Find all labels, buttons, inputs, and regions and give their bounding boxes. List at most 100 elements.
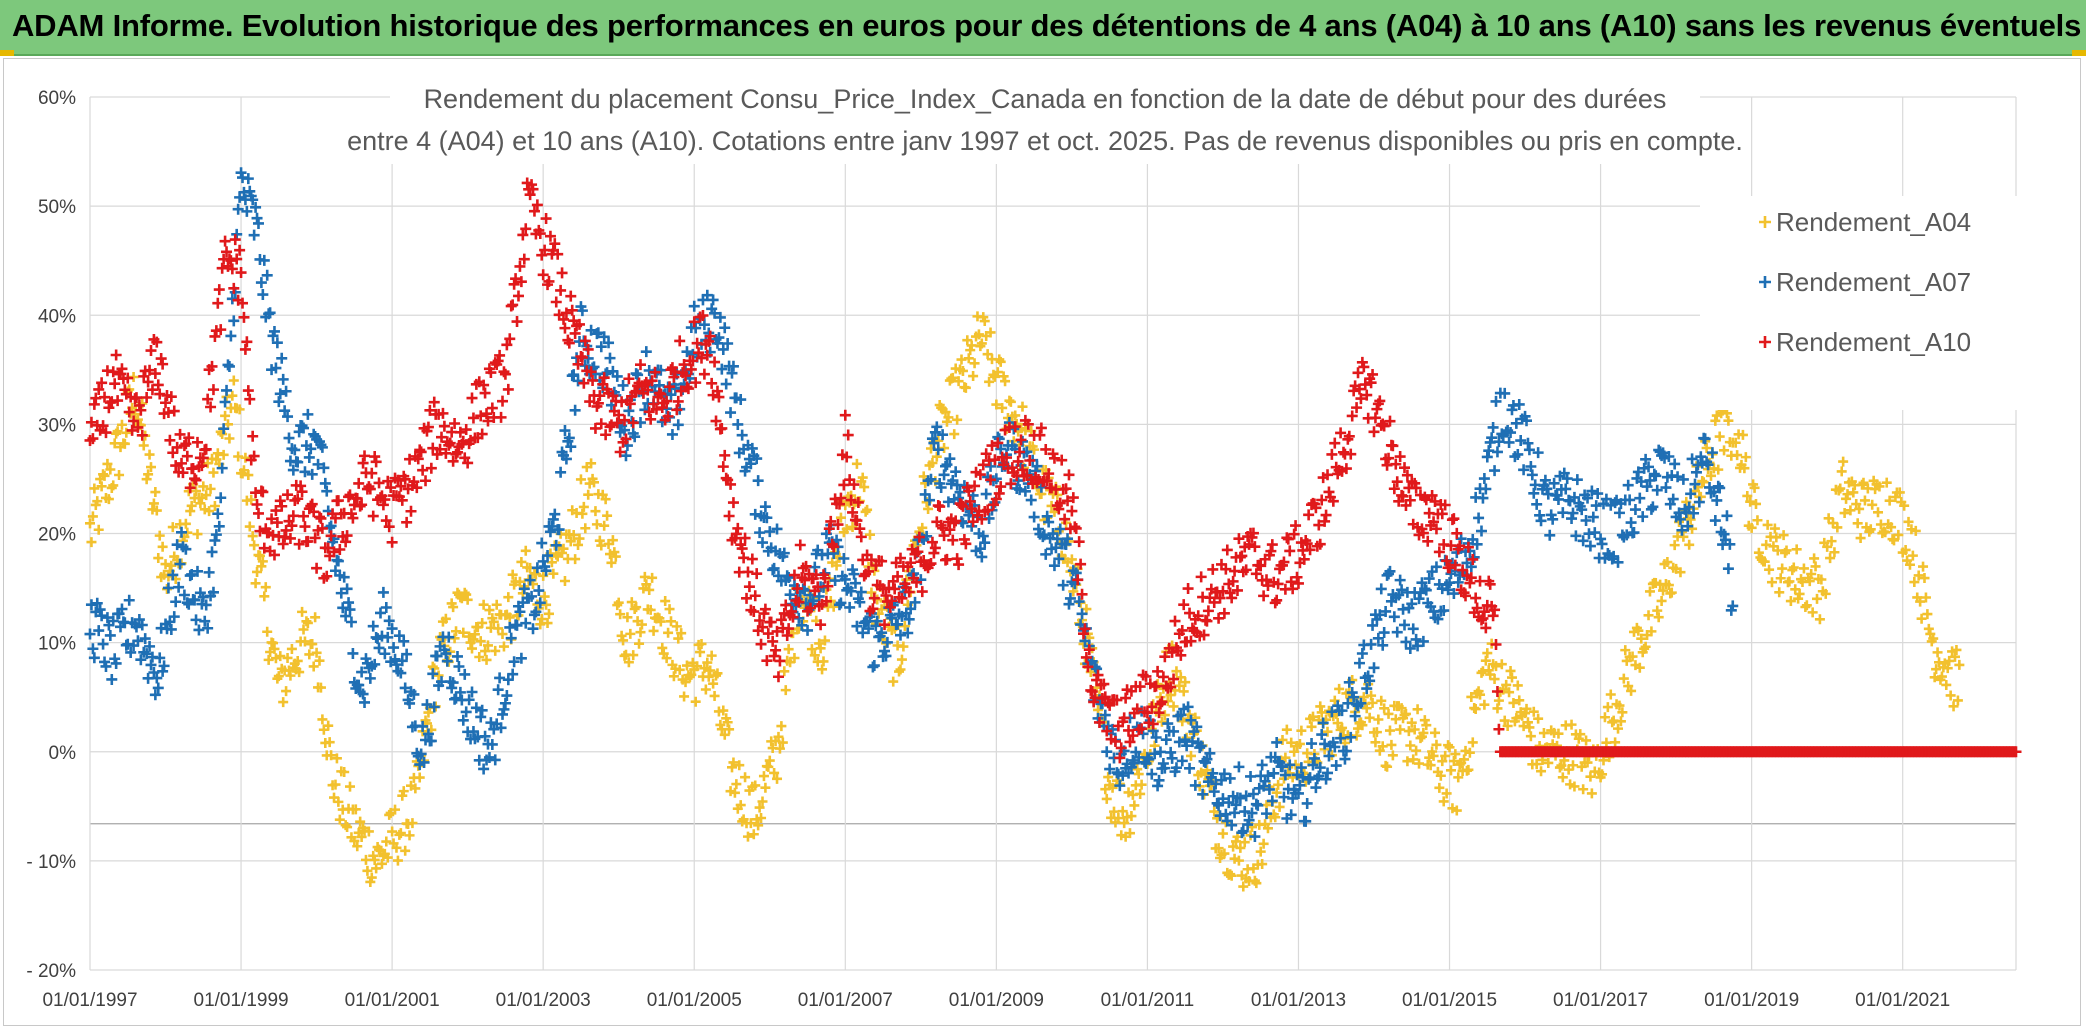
- data-point: [706, 650, 717, 661]
- data-point: [1374, 395, 1386, 407]
- data-point: [1001, 452, 1013, 464]
- data-point: [750, 780, 761, 791]
- data-point: [1439, 499, 1451, 511]
- data-point: [479, 387, 491, 399]
- data-point: [160, 559, 171, 570]
- data-point: [723, 510, 735, 522]
- data-point: [234, 244, 246, 256]
- data-point: [234, 404, 245, 415]
- data-point: [566, 304, 578, 316]
- data-point: [201, 490, 212, 501]
- data-point: [107, 366, 119, 378]
- data-point: [93, 524, 104, 535]
- data-point: [600, 494, 611, 505]
- data-point: [1501, 679, 1512, 690]
- data-point: [611, 370, 623, 382]
- data-point: [495, 411, 507, 423]
- data-point: [680, 677, 691, 688]
- data-point: [244, 521, 255, 532]
- data-point: [909, 596, 921, 608]
- data-point: [349, 835, 360, 846]
- data-point: [1329, 437, 1341, 449]
- data-point: [130, 409, 141, 420]
- data-point: [1470, 704, 1481, 715]
- data-point: [390, 659, 402, 671]
- data-point: [611, 417, 623, 429]
- data-point: [1421, 720, 1432, 731]
- data-point: [1369, 412, 1381, 424]
- data-point: [119, 438, 130, 449]
- data-point: [636, 619, 647, 630]
- data-point: [1287, 583, 1299, 595]
- data-point: [848, 568, 860, 580]
- data-point: [1291, 769, 1303, 781]
- data-point: [489, 754, 501, 766]
- data-point: [1848, 487, 1859, 498]
- data-point: [1951, 644, 1962, 655]
- data-point: [1396, 703, 1407, 714]
- data-point: [204, 506, 215, 517]
- data-point: [1076, 608, 1088, 620]
- data-point: [271, 517, 283, 529]
- data-point: [196, 460, 208, 472]
- data-point: [495, 722, 507, 734]
- data-point: [717, 461, 729, 473]
- data-point: [1775, 573, 1786, 584]
- data-point: [475, 410, 487, 422]
- data-point: [1433, 546, 1445, 558]
- data-point: [928, 547, 940, 559]
- x-tick-label: 01/01/1997: [42, 990, 137, 1011]
- data-point: [1313, 770, 1325, 782]
- data-point: [755, 638, 767, 650]
- data-point: [809, 650, 820, 661]
- data-point: [1075, 558, 1087, 570]
- data-point: [1640, 641, 1651, 652]
- data-point: [1397, 490, 1409, 502]
- data-point: [1291, 571, 1303, 583]
- data-point: [1453, 772, 1464, 783]
- data-point: [252, 507, 264, 519]
- data-point: [447, 455, 459, 467]
- data-point: [841, 524, 852, 535]
- data-point: [301, 616, 312, 627]
- data-point: [444, 437, 456, 449]
- data-point: [319, 477, 331, 489]
- data-point: [1257, 859, 1268, 870]
- data-point: [1115, 742, 1127, 754]
- data-point: [595, 341, 607, 353]
- data-point: [475, 711, 487, 723]
- data-point: [896, 592, 908, 604]
- data-point: [316, 522, 328, 534]
- data-point: [1259, 775, 1271, 787]
- data-point: [213, 520, 225, 532]
- data-point: [440, 648, 452, 660]
- data-point: [962, 335, 973, 346]
- data-point: [504, 621, 516, 633]
- data-point: [1086, 686, 1098, 698]
- data-point: [1490, 638, 1502, 650]
- data-point: [1570, 530, 1582, 542]
- data-point: [815, 619, 827, 631]
- data-point: [353, 477, 365, 489]
- data-point: [1173, 736, 1185, 748]
- data-point: [414, 772, 425, 783]
- data-point: [508, 278, 520, 290]
- data-point: [791, 583, 803, 595]
- data-point: [1292, 577, 1304, 589]
- data-point: [208, 467, 219, 478]
- data-point: [380, 601, 392, 613]
- data-point: [1132, 764, 1143, 775]
- data-point: [977, 459, 989, 471]
- data-point: [212, 508, 224, 520]
- data-point: [1141, 707, 1153, 719]
- data-point: [539, 591, 550, 602]
- data-point: [825, 515, 837, 527]
- data-point: [1320, 509, 1332, 521]
- data-point: [1040, 548, 1052, 560]
- data-point: [1041, 510, 1053, 522]
- data-point: [857, 472, 868, 483]
- data-point: [102, 458, 113, 469]
- data-point: [695, 352, 707, 364]
- data-point: [1368, 426, 1380, 438]
- data-point: [947, 534, 959, 546]
